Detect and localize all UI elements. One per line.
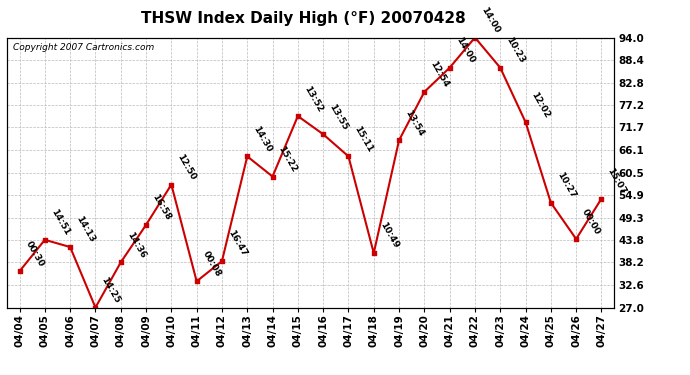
Text: 15:22: 15:22 xyxy=(277,144,299,174)
Point xyxy=(545,200,556,206)
Point xyxy=(166,182,177,188)
Text: 10:23: 10:23 xyxy=(504,36,526,65)
Point xyxy=(14,268,25,274)
Point xyxy=(191,278,202,284)
Point xyxy=(419,89,430,95)
Text: 12:54: 12:54 xyxy=(428,60,451,89)
Point xyxy=(217,258,228,264)
Text: 15:11: 15:11 xyxy=(353,124,375,154)
Point xyxy=(469,34,480,40)
Point xyxy=(293,113,304,119)
Text: 13:54: 13:54 xyxy=(403,108,426,138)
Text: 10:27: 10:27 xyxy=(555,171,577,200)
Point xyxy=(115,260,126,266)
Point xyxy=(520,119,531,125)
Text: 14:36: 14:36 xyxy=(125,230,147,260)
Point xyxy=(317,131,328,137)
Text: 14:25: 14:25 xyxy=(99,275,122,305)
Text: 00:00: 00:00 xyxy=(580,207,602,236)
Point xyxy=(368,250,380,256)
Point xyxy=(141,222,152,228)
Point xyxy=(495,65,506,71)
Text: 10:49: 10:49 xyxy=(378,221,400,251)
Text: 14:51: 14:51 xyxy=(49,208,71,237)
Text: 12:50: 12:50 xyxy=(175,153,197,182)
Text: 16:47: 16:47 xyxy=(226,229,248,258)
Point xyxy=(65,244,76,250)
Text: Copyright 2007 Cartronics.com: Copyright 2007 Cartronics.com xyxy=(13,43,155,52)
Text: 15:07: 15:07 xyxy=(606,166,628,196)
Point xyxy=(343,153,354,159)
Text: 16:58: 16:58 xyxy=(150,193,172,222)
Text: 14:13: 14:13 xyxy=(75,215,97,244)
Text: 13:55: 13:55 xyxy=(327,102,349,132)
Point xyxy=(444,65,455,71)
Point xyxy=(596,196,607,202)
Point xyxy=(39,237,50,243)
Text: 12:02: 12:02 xyxy=(530,90,552,119)
Text: 00:08: 00:08 xyxy=(201,250,223,279)
Point xyxy=(393,137,404,143)
Text: 14:30: 14:30 xyxy=(251,124,273,154)
Text: 14:00: 14:00 xyxy=(454,36,476,65)
Point xyxy=(241,153,253,159)
Text: 13:52: 13:52 xyxy=(302,84,324,113)
Text: 14:00: 14:00 xyxy=(479,6,501,35)
Point xyxy=(571,236,582,242)
Text: THSW Index Daily High (°F) 20070428: THSW Index Daily High (°F) 20070428 xyxy=(141,11,466,26)
Text: 00:30: 00:30 xyxy=(23,240,46,268)
Point xyxy=(267,174,278,180)
Point xyxy=(90,304,101,310)
